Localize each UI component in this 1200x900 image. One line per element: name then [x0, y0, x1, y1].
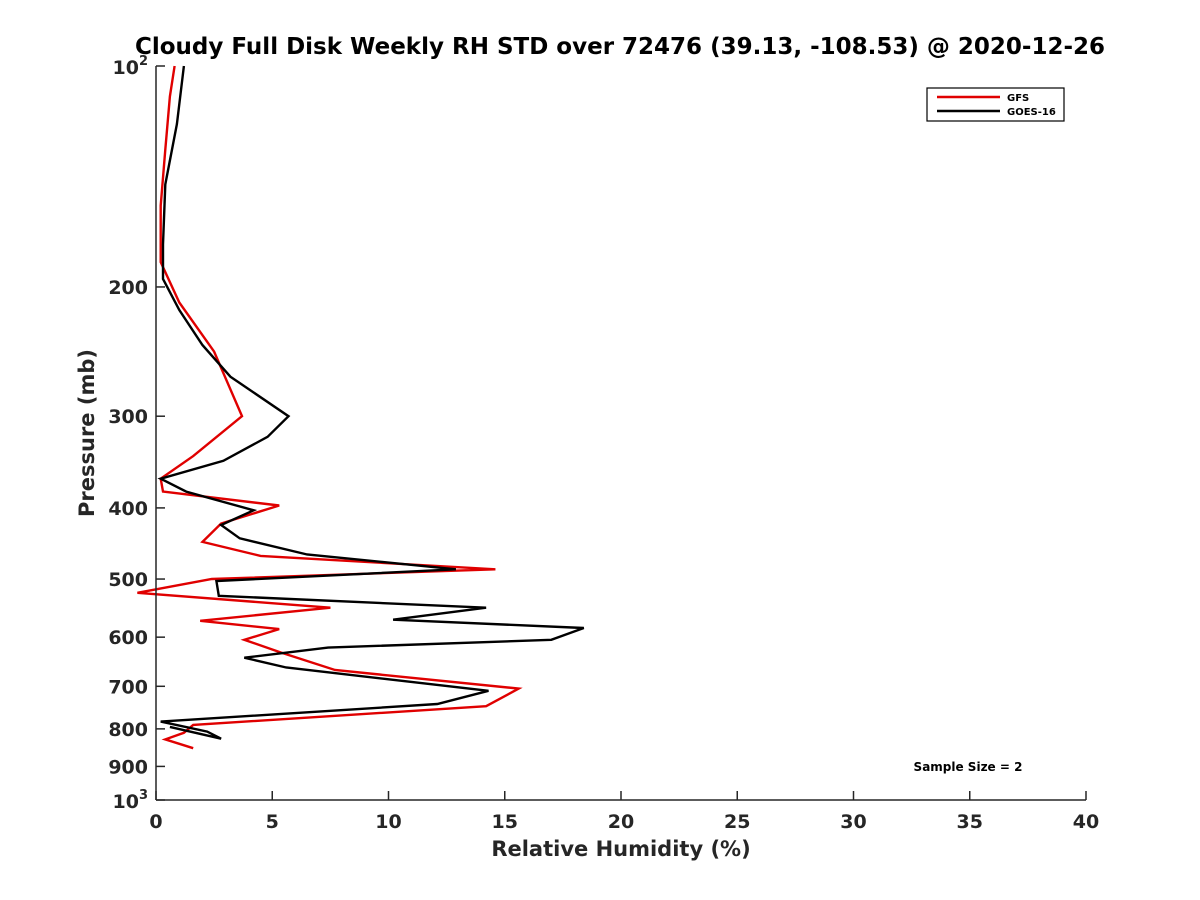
x-tick-label-6: 30 [840, 811, 866, 833]
y-tick-label-0: 102 [113, 54, 149, 79]
legend-label-goes16: GOES-16 [1007, 107, 1056, 118]
series-line-1 [157, 65, 585, 740]
y-tick-label-3: 400 [108, 498, 148, 520]
y-tick-label-1: 200 [108, 277, 148, 299]
x-axis-label: Relative Humidity (%) [491, 837, 750, 861]
series-layer [137, 65, 585, 750]
y-axis-label: Pressure (mb) [75, 349, 99, 517]
x-tick-label-7: 35 [957, 811, 983, 833]
legend-label-gfs: GFS [1007, 93, 1029, 104]
y-ticks: 102 200 300 400 500 600 700 800 900 103 [108, 54, 165, 813]
y-tick-label-8: 900 [108, 756, 148, 778]
x-tick-label-1: 5 [266, 811, 279, 833]
y-tick-label-4: 500 [108, 569, 148, 591]
x-tick-label-4: 20 [608, 811, 634, 833]
x-tick-label-0: 0 [149, 811, 162, 833]
y-tick-label-6: 700 [108, 676, 148, 698]
x-tick-label-8: 40 [1073, 811, 1099, 833]
y-tick-label-7: 800 [108, 719, 148, 741]
y-tick-label-5: 600 [108, 627, 148, 649]
legend-box [926, 87, 1065, 122]
y-tick-label-9: 103 [113, 788, 149, 813]
legend: GFS GOES-16 [926, 87, 1065, 122]
x-tick-label-3: 15 [492, 811, 518, 833]
y-tick-label-2: 300 [108, 406, 148, 428]
x-ticks: 0 5 10 15 20 25 30 35 40 [149, 791, 1099, 833]
chart-title: Cloudy Full Disk Weekly RH STD over 7247… [135, 34, 1105, 60]
sample-size-annotation: Sample Size = 2 [914, 760, 1023, 774]
x-tick-label-5: 25 [724, 811, 750, 833]
x-tick-label-2: 10 [375, 811, 401, 833]
